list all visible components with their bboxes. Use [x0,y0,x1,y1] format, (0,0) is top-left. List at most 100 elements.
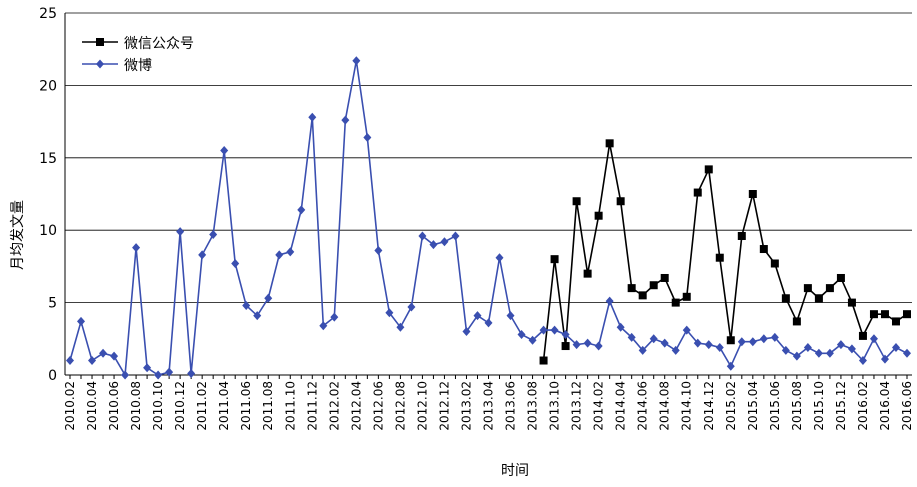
marker [528,335,537,345]
marker [550,255,559,264]
marker [253,311,262,321]
legend-label: 微信公众号 [124,36,194,52]
x-tick-label: 2013.02 [459,381,473,431]
marker [616,322,625,332]
marker [748,190,757,198]
marker [858,331,867,340]
marker [121,370,130,380]
marker [726,336,735,345]
marker [693,188,702,197]
x-tick-label: 2013.12 [570,381,584,431]
x-tick-label: 2013.10 [548,381,562,431]
marker [462,327,471,337]
marker [209,230,218,240]
marker [132,243,141,253]
marker [803,284,812,293]
marker [561,329,570,339]
x-tick-label: 2011.08 [261,381,275,431]
marker [297,205,306,215]
marker [572,197,581,206]
marker [903,310,911,319]
marker [836,273,845,282]
marker [583,338,592,348]
series-line [542,143,908,361]
marker [539,325,548,335]
x-axis-label: 时间 [501,463,529,479]
marker [517,329,526,339]
marker [792,351,801,361]
marker [220,146,229,156]
marker [792,317,801,326]
marker [154,370,163,380]
marker [506,311,515,321]
marker [770,259,779,268]
x-tick-label: 2010.06 [107,381,121,431]
marker [748,337,757,347]
marker [627,284,636,293]
marker [165,367,174,377]
marker [880,354,889,364]
y-tick-label: 10 [39,223,57,239]
marker [176,227,185,237]
marker [198,250,207,260]
marker [374,245,383,255]
marker [891,317,900,326]
marker [440,237,449,247]
marker [539,356,548,365]
marker [583,269,592,278]
marker [781,294,790,303]
marker [847,298,856,307]
marker [891,342,900,352]
x-tick-label: 2014.06 [636,381,650,431]
x-tick-label: 2014.10 [680,381,694,431]
marker [704,165,713,174]
x-tick-label: 2011.10 [283,381,297,431]
legend-marker [96,59,104,69]
x-tick-label: 2012.08 [393,381,407,431]
x-tick-label: 2010.02 [63,381,77,431]
marker [594,341,603,351]
marker [814,294,823,303]
marker [638,345,647,355]
marker [484,318,493,328]
marker [110,351,119,361]
marker [77,316,86,326]
marker [231,259,240,269]
marker [308,112,317,122]
marker [847,344,856,354]
x-tick-label: 2013.08 [526,381,540,431]
x-tick-label: 2015.02 [724,381,738,431]
marker [825,348,834,358]
marker [660,338,669,348]
marker [341,115,350,125]
x-tick-label: 2014.04 [614,381,628,431]
marker [143,363,152,373]
marker [903,348,911,358]
marker [737,337,746,347]
marker [286,247,295,257]
marker [242,300,251,310]
x-tick-label: 2012.12 [437,381,451,431]
marker [704,340,713,350]
y-tick-label: 15 [39,151,57,167]
x-tick-label: 2011.04 [217,381,231,431]
y-axis-label: 月均发文量 [10,200,26,270]
marker [407,302,416,312]
x-tick-label: 2012.02 [327,381,341,431]
marker [715,342,724,352]
marker [363,133,372,143]
marker [572,340,581,350]
legend-label: 微博 [124,57,152,74]
series-line [69,60,908,378]
marker [319,321,328,331]
marker [836,340,845,350]
marker [682,325,691,335]
x-tick-label: 2011.06 [239,381,253,431]
marker [330,312,339,322]
x-tick-label: 2016.04 [878,381,892,431]
y-tick-label: 25 [39,6,57,22]
marker [693,338,702,348]
y-tick-label: 0 [48,368,57,384]
marker [671,345,680,355]
marker [99,348,108,358]
